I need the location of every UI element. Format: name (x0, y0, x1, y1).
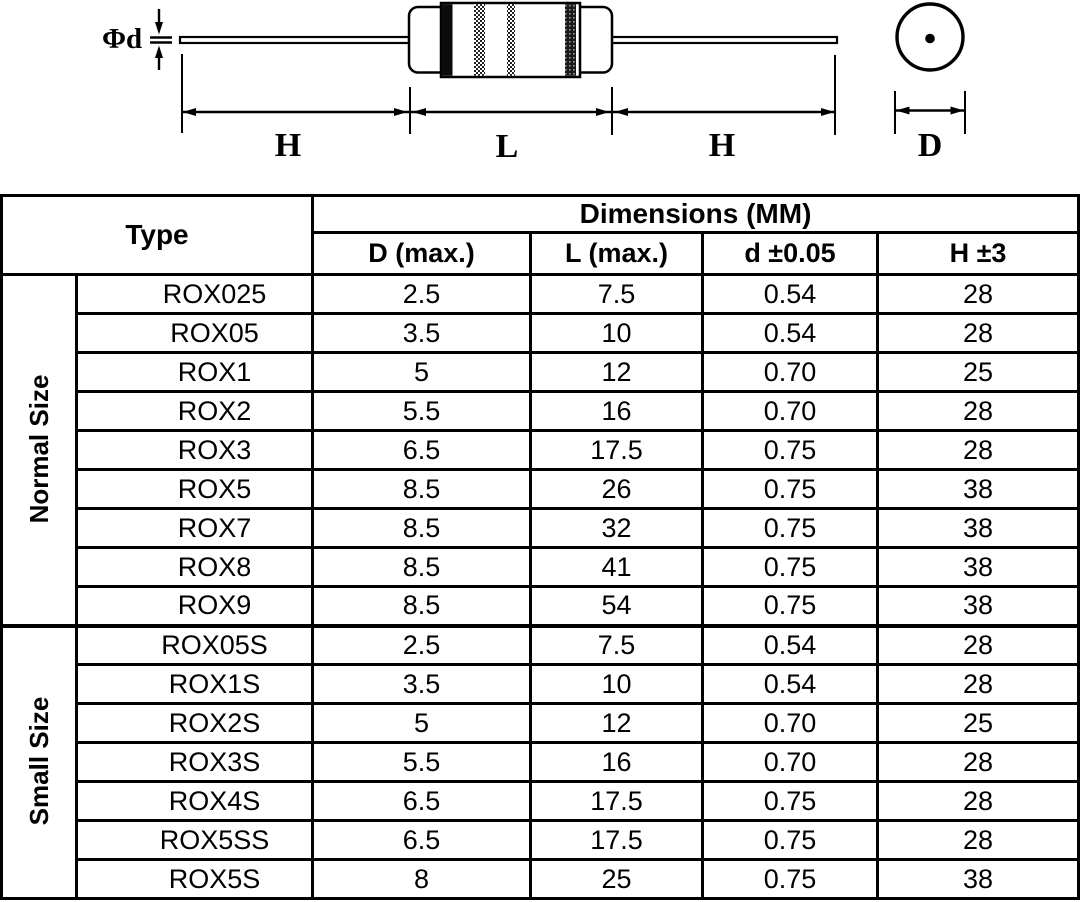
svg-text:H: H (275, 127, 301, 164)
svg-text:H: H (709, 127, 735, 164)
svg-text:L: L (496, 128, 519, 165)
svg-text:Φd: Φd (102, 23, 142, 55)
svg-text:D: D (918, 127, 943, 164)
